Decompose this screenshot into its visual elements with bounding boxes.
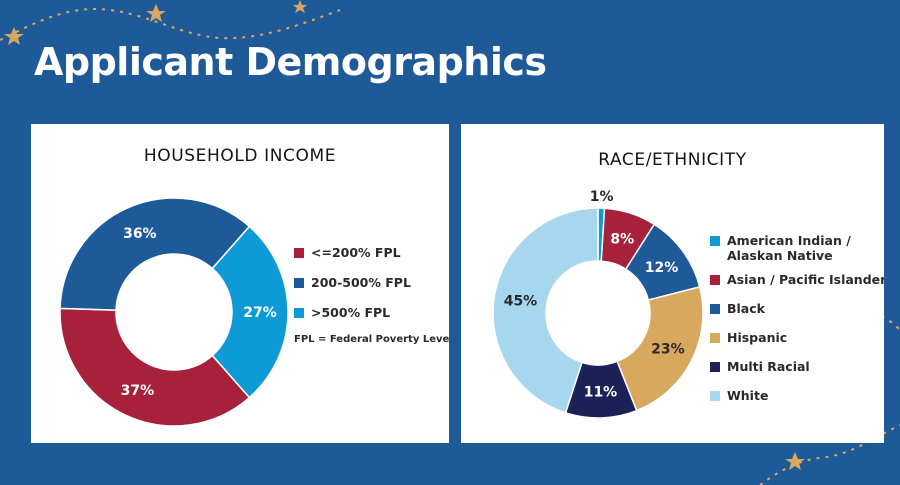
legend-swatch [294, 278, 304, 288]
race-ethnicity-chart: 1% 8% 12% 23% 11% 45% American Indian / Alaskan… [492, 189, 884, 419]
legend-item-american-indian-alaskan-native: American Indian / Alaskan Native [710, 233, 851, 263]
legend-swatch [710, 333, 720, 343]
legend-swatch [710, 304, 720, 314]
value-label-white: 45% [504, 294, 538, 310]
legend-label: Asian / Pacific Islander [727, 272, 884, 287]
legend-label: 200-500% FPL [311, 275, 411, 290]
race-ethnicity-title: RACE/ETHNICITY [598, 150, 747, 170]
legend-item-200-500-fpl: 200-500% FPL [294, 275, 411, 290]
legend-swatch [294, 248, 304, 258]
legend-swatch [710, 362, 720, 372]
star-icon [293, 0, 307, 13]
legend-note: FPL = Federal Poverty Level [294, 334, 449, 345]
legend-swatch [710, 275, 720, 285]
value-label-asian-pacific-islander: 8% [610, 231, 634, 247]
value-label-200-500-fpl: 36% [123, 226, 157, 242]
page-title: Applicant Demographics [34, 40, 547, 84]
household-income-chart: 37% 36% 27% <=200% FPL 200-500% FPL >500% FPL… [59, 197, 449, 427]
legend-label: Hispanic [727, 330, 787, 345]
star-icon [785, 452, 805, 470]
star-icon [146, 4, 166, 22]
legend-item-500-fpl: >500% FPL [294, 305, 390, 320]
legend-item-multi-racial: Multi Racial [710, 359, 810, 374]
slice-hispanic [616, 285, 704, 412]
value-label-200-fpl: 37% [121, 383, 155, 399]
legend-swatch [294, 308, 304, 318]
slice-white [492, 207, 599, 414]
legend-label: White [727, 388, 768, 403]
legend-swatch [710, 391, 720, 401]
legend-item-asian-pacific-islander: Asian / Pacific Islander [710, 272, 884, 287]
race-ethnicity-panel: RACE/ETHNICITY 1% 8% 12% 23% 11% 45% American … [461, 124, 884, 443]
slice-500-fpl [211, 225, 289, 399]
legend-label: <=200% FPL [311, 245, 401, 260]
value-label-black: 12% [645, 260, 679, 276]
legend-item-white: White [710, 388, 768, 403]
legend-label: Black [727, 301, 766, 316]
legend-item-hispanic: Hispanic [710, 330, 787, 345]
slice-200-fpl [59, 307, 251, 427]
household-income-panel: HOUSEHOLD INCOME 37% 36% 27% <=200% FPL 200-… [31, 124, 449, 443]
legend-label: Multi Racial [727, 359, 810, 374]
star-icon [4, 27, 24, 45]
household-income-title: HOUSEHOLD INCOME [143, 146, 337, 166]
legend-label: American Indian / Alaskan Native [727, 233, 851, 263]
value-label-500-fpl: 27% [243, 305, 277, 321]
legend-swatch [710, 236, 720, 246]
value-label-american-indian-alaskan-native: 1% [590, 189, 614, 205]
value-label-multi-racial: 11% [584, 384, 618, 400]
slice-200-500-fpl [59, 197, 251, 311]
value-label-hispanic: 23% [651, 342, 685, 358]
legend-label: >500% FPL [311, 305, 390, 320]
legend-item-200-fpl: <=200% FPL [294, 245, 401, 260]
legend-item-black: Black [710, 301, 766, 316]
